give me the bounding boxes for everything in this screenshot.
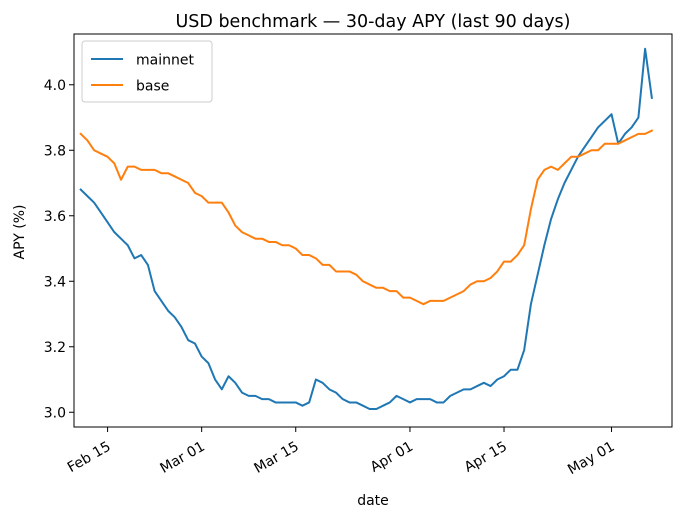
y-tick-label: 3.2 — [44, 340, 66, 356]
x-tick-label: Mar 01 — [158, 439, 208, 477]
y-tick-label: 4.0 — [44, 78, 66, 94]
y-axis-label: APY (%) — [12, 205, 28, 260]
y-axis-ticks: 3.0 3.2 3.4 3.6 3.8 4.0 — [44, 78, 74, 421]
series-line-mainnet — [79, 47, 653, 410]
y-tick-label: 3.0 — [44, 405, 66, 421]
legend-box — [81, 40, 213, 103]
y-tick-label: 3.4 — [44, 274, 66, 290]
series-line-base — [79, 129, 654, 306]
legend: mainnet base — [81, 40, 213, 103]
x-tick-label: Apr 15 — [462, 439, 510, 476]
y-tick-label: 3.6 — [44, 209, 66, 225]
chart-title: USD benchmark — 30-day APY (last 90 days… — [175, 12, 570, 32]
x-axis-ticks: Feb 15 Mar 01 Mar 15 Apr 01 Apr 15 May 01 — [65, 427, 618, 478]
legend-label-mainnet: mainnet — [136, 53, 194, 69]
x-tick-label: Mar 15 — [252, 439, 302, 477]
plot-lines — [79, 47, 654, 410]
plot-frame — [73, 33, 673, 428]
x-tick-label: May 01 — [565, 439, 617, 478]
legend-label-base: base — [136, 79, 169, 95]
x-tick-label: Feb 15 — [65, 439, 114, 476]
x-axis-label: date — [357, 493, 389, 509]
y-tick-label: 3.8 — [44, 143, 66, 159]
x-tick-label: Apr 01 — [368, 439, 416, 476]
